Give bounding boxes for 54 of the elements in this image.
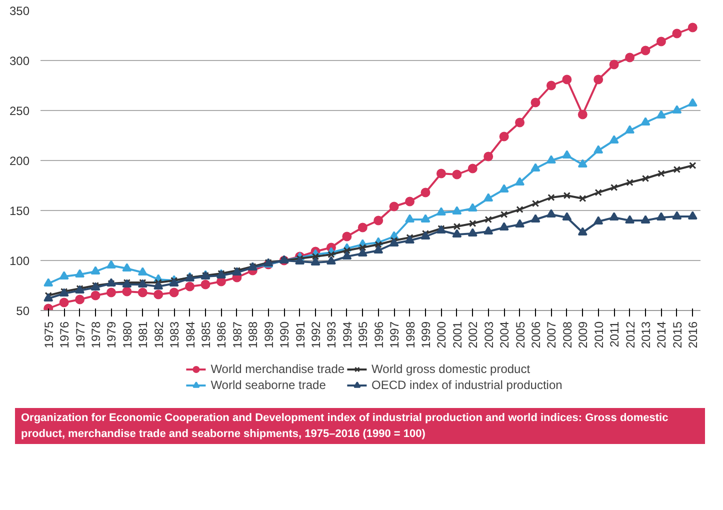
- x-tick-label: 1988: [246, 321, 260, 348]
- x-tick-label: 1980: [120, 321, 134, 348]
- y-tick-label: 100: [9, 254, 30, 268]
- x-tick-label: 2009: [576, 321, 590, 348]
- x-tick-label: 2000: [434, 321, 449, 348]
- x-tick-label: 1989: [262, 321, 276, 348]
- x-tick-label: 2007: [544, 321, 559, 348]
- x-tick-label: 1992: [309, 321, 323, 348]
- x-tick-label: 2015: [670, 321, 684, 348]
- x-tick-label: 1986: [214, 321, 229, 348]
- x-tick-label: 1983: [168, 321, 182, 348]
- x-tick-label: 1990: [278, 321, 292, 348]
- x-tick-label: 2008: [560, 321, 574, 348]
- x-tick-label: 1993: [324, 321, 339, 348]
- x-tick-label: 1981: [136, 321, 150, 348]
- y-tick-label: 150: [9, 204, 30, 218]
- x-tick-label: 1999: [419, 321, 433, 348]
- x-tick-label: 2016: [686, 321, 700, 348]
- legend-label: World seaborne trade: [210, 378, 326, 392]
- y-tick-label: 350: [9, 4, 30, 18]
- x-tick-label: 1977: [73, 321, 88, 348]
- y-tick-label: 250: [9, 104, 30, 118]
- x-tick-label: 1985: [199, 321, 213, 348]
- x-tick-label: 2001: [450, 321, 464, 348]
- x-tick-label: 1995: [356, 321, 370, 348]
- text: Organization for Economic Cooperation and Development index of industrial production and world indices: Gross domestic product, merchandise trade and seaborne shipments, 1975–2016 (1990 = 100): [21, 411, 670, 442]
- x-tick-label: 1998: [403, 321, 418, 348]
- y-tick-label: 200: [9, 154, 30, 168]
- x-tick-label: 1978: [89, 321, 103, 348]
- x-tick-label: 2002: [466, 321, 480, 348]
- x-tick-label: 2013: [639, 321, 653, 348]
- x-tick-label: 1997: [388, 321, 402, 348]
- legend-label: World merchandise trade: [210, 362, 345, 376]
- x-tick-label: 1975: [42, 321, 56, 348]
- y-tick-label: 300: [9, 54, 30, 68]
- x-tick-label: 2011: [608, 321, 622, 348]
- x-tick-label: 2010: [592, 321, 606, 348]
- x-tick-label: 2006: [529, 321, 543, 348]
- x-tick-label: 1976: [58, 321, 72, 348]
- x-tick-label: 2005: [513, 321, 528, 348]
- x-tick-label: 2014: [654, 321, 669, 348]
- x-tick-label: 1987: [230, 321, 244, 348]
- x-tick-label: 2003: [482, 321, 496, 348]
- x-tick-label: 1991: [293, 321, 308, 348]
- legend-label: OECD index of industrial production: [372, 378, 562, 392]
- x-tick-label: 1982: [152, 321, 166, 348]
- x-tick-label: 2004: [498, 321, 512, 348]
- x-tick-label: 1994: [340, 321, 354, 348]
- x-tick-label: 1996: [372, 321, 386, 348]
- x-tick-label: 1984: [183, 321, 198, 348]
- legend-label: World gross domestic product: [372, 362, 530, 376]
- x-tick-label: 2012: [623, 321, 638, 348]
- y-tick-label: 50: [16, 304, 30, 318]
- x-tick-label: 1979: [104, 321, 119, 348]
